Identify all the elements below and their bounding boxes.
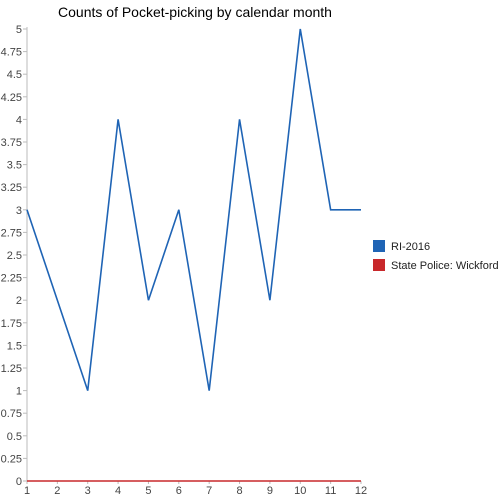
x-tick-label: 9 bbox=[267, 485, 273, 497]
y-tick-label: 2.25 bbox=[1, 273, 22, 285]
x-tick-label: 1 bbox=[24, 485, 30, 497]
legend-swatch-ri-2016 bbox=[373, 240, 385, 252]
y-axis: 0 0.25 0.5 0.75 1 1.25 1.5 1.75 2 2.25 2.5 2.75 3 3.2… bbox=[1, 24, 27, 488]
y-tick-label: 3 bbox=[16, 205, 22, 217]
x-tick-label: 7 bbox=[206, 485, 212, 497]
y-tick-label: 2.5 bbox=[7, 250, 22, 262]
y-tick-label: 0.5 bbox=[7, 431, 22, 443]
y-tick-label: 1.25 bbox=[1, 363, 22, 375]
y-tick-label: 3.75 bbox=[1, 137, 22, 149]
x-tick-label: 5 bbox=[145, 485, 151, 497]
y-tick-label: 1.75 bbox=[1, 318, 22, 330]
y-tick-label: 1 bbox=[16, 386, 22, 398]
chart-title: Counts of Pocket-picking by calendar mon… bbox=[58, 4, 332, 20]
x-tick-label: 11 bbox=[325, 485, 336, 497]
legend-label-ri-2016: RI-2016 bbox=[391, 241, 430, 253]
x-tick-label: 4 bbox=[115, 485, 121, 497]
legend: RI-2016 State Police: Wickford bbox=[373, 240, 499, 272]
y-tick-label: 4.25 bbox=[1, 92, 22, 104]
y-tick-label: 2 bbox=[16, 295, 22, 307]
legend-swatch-state-police-wickford bbox=[373, 259, 385, 271]
y-tick-label: 5 bbox=[16, 24, 22, 36]
y-tick-label: 4.5 bbox=[7, 69, 22, 81]
y-tick-label: 4.75 bbox=[1, 47, 22, 59]
x-tick-label: 8 bbox=[236, 485, 242, 497]
x-tick-label: 3 bbox=[85, 485, 91, 497]
y-tick-label: 4 bbox=[16, 114, 22, 126]
x-tick-label: 6 bbox=[176, 485, 182, 497]
y-tick-label: 0.25 bbox=[1, 453, 22, 465]
x-axis: 1 2 3 4 5 6 7 8 9 10 11 12 bbox=[24, 481, 367, 497]
y-tick-label: 3.5 bbox=[7, 160, 22, 172]
legend-label-state-police-wickford: State Police: Wickford bbox=[391, 260, 499, 272]
y-tick-label: 0 bbox=[16, 476, 22, 488]
y-tick-label: 0.75 bbox=[1, 408, 22, 420]
x-tick-label: 2 bbox=[54, 485, 60, 497]
y-tick-label: 1.5 bbox=[7, 340, 22, 352]
x-tick-label: 12 bbox=[355, 485, 367, 497]
x-tick-label: 10 bbox=[294, 485, 306, 497]
series-line-ri-2016 bbox=[26, 28, 361, 391]
y-tick-label: 2.75 bbox=[1, 227, 22, 239]
series-layer bbox=[26, 28, 361, 482]
y-tick-label: 3.25 bbox=[1, 182, 22, 194]
